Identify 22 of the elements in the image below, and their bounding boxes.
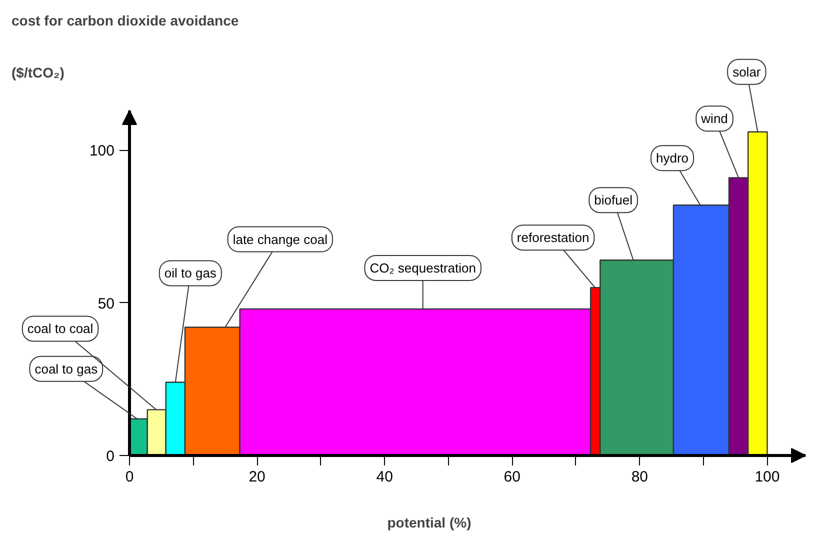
x-tick-label: 40	[376, 468, 393, 486]
y-tick-label: 50	[98, 295, 115, 312]
annotation: late change coal	[232, 232, 328, 247]
y-tick-label: 0	[106, 448, 114, 465]
y-axis-title: ($/tCO₂)	[12, 64, 64, 80]
annotation: reforestation	[516, 230, 590, 246]
annotation: oil to gas	[164, 266, 217, 281]
annotation: coal to gas	[34, 361, 98, 376]
x-axis-title: potential (%)	[387, 514, 472, 530]
x-tick-label: 20	[248, 468, 266, 486]
y-tick-label: 100	[89, 142, 115, 160]
x-tick-label: 0	[125, 468, 134, 486]
annotation: CO₂ sequestration	[370, 260, 476, 276]
annotation: wind	[700, 111, 728, 126]
annotation: hydro	[656, 150, 689, 166]
chart-title: cost for carbon dioxide avoidance	[12, 12, 239, 28]
x-tick-label: 80	[631, 468, 648, 486]
annotation: biofuel	[594, 192, 633, 208]
x-tick-label: 60	[504, 468, 520, 486]
x-tick-label: 100	[754, 468, 780, 486]
annotation: coal to coal	[27, 321, 94, 336]
annotation: solar	[732, 64, 762, 80]
